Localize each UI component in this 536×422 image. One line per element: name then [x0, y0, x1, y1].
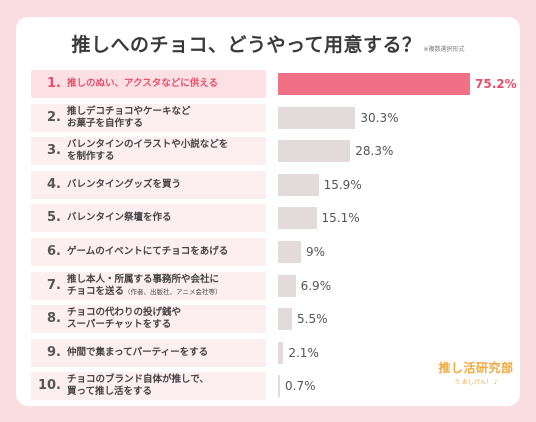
category-label-line: ゲームのイベントにてチョコをあげる	[67, 246, 229, 257]
bar-row: 4. バレンタイングッズを買う 15.9%	[31, 170, 515, 200]
value-label: 75.2%	[475, 77, 517, 91]
value-label: 5.5%	[297, 312, 328, 327]
brand-logo: 推し活研究部 う おしけん！ ♪	[438, 359, 514, 399]
category-label: チョコの代わりの投げ銭や スーパーチャットをする	[67, 305, 265, 333]
category-label: 仲間で集まってパーティーをする	[67, 339, 265, 367]
category-label-box: 4. バレンタイングッズを買う	[31, 170, 266, 199]
bar	[278, 274, 296, 297]
category-label-line: 買って推し活をする	[67, 386, 153, 398]
category-label-line: スーパーチャットをする	[67, 319, 172, 331]
rank-number: 5.	[47, 210, 61, 226]
category-label: チョコのブランド自体が推しで、 買って推し活をする	[67, 372, 265, 400]
bar	[278, 173, 319, 196]
value-label: 6.9%	[300, 278, 332, 293]
category-label-line: チョコのブランド自体が推しで、	[67, 374, 209, 386]
bar	[278, 241, 301, 263]
value-label: 15.9%	[323, 177, 362, 192]
category-label-box: 7. 推し本人・所属する事務所や会社に チョコを送る（作者、出版社、アニメ会社等）	[31, 271, 266, 300]
bar	[278, 106, 356, 129]
bar-row: 5. バレンタイン祭壇を作る 15.1%	[31, 203, 515, 233]
bar-row: 1. 推しのぬい、アクスタなどに供える 75.2%	[31, 69, 517, 99]
category-label-line: バレンタインのイラストや小説などを	[67, 139, 229, 151]
category-label-box: 2. 推しデコチョコやケーキなど お菓子を自作する	[31, 103, 266, 132]
category-label: バレンタイン祭壇を作る	[67, 204, 265, 232]
bar	[278, 207, 317, 230]
value-label: 28.3%	[355, 144, 394, 159]
logo-sub: う おしけん！ ♪	[454, 379, 498, 386]
category-label-box: 1. 推しのぬい、アクスタなどに供える	[31, 70, 266, 98]
category-label-box: 5. バレンタイン祭壇を作る	[31, 204, 266, 233]
category-label-line: お菓子を自作する	[67, 117, 144, 129]
bar-row: 9. 仲間で集まってパーティーをする 2.1%	[31, 338, 515, 368]
value-label: 9%	[305, 245, 326, 259]
category-label-box: 6. ゲームのイベントにてチョコをあげる	[31, 238, 266, 266]
bar-row: 2. 推しデコチョコやケーキなど お菓子を自作する 30.3%	[31, 103, 515, 133]
category-label-line: を制作する	[67, 151, 115, 163]
title-note: ※複数選択形式	[423, 46, 465, 53]
bar	[278, 73, 470, 95]
rank-number: 7.	[47, 277, 61, 293]
category-label: 推し本人・所属する事務所や会社に チョコを送る（作者、出版社、アニメ会社等）	[67, 272, 265, 300]
rank-number: 4.	[47, 176, 61, 192]
bar-row: 10. チョコのブランド自体が推しで、 買って推し活をする 0.7%	[31, 371, 515, 401]
category-label-note: （作者、出版社、アニメ会社等）	[124, 287, 222, 296]
logo-main: 推し活研究部	[438, 361, 514, 375]
category-label: バレンタインのイラストや小説などを を制作する	[67, 137, 265, 165]
category-label-line: 推しのぬい、アクスタなどに供える	[67, 78, 218, 89]
title-text: 推しへのチョコ、どうやって用意する？	[71, 34, 422, 56]
rank-number: 3.	[47, 143, 61, 159]
bar	[278, 308, 293, 331]
category-label-line: 仲間で集まってパーティーをする	[67, 346, 209, 358]
category-label-line: バレンタイングッズを買う	[67, 178, 182, 190]
category-label-line: チョコの代わりの投げ銭や	[67, 307, 182, 319]
rank-number: 6.	[47, 244, 61, 259]
chart-card: 推しへのチョコ、どうやって用意する？ ※複数選択形式 1. 推しのぬい、アクスタなど…	[16, 17, 520, 406]
bar	[278, 375, 280, 398]
rank-number: 10.	[37, 378, 61, 394]
category-label-box: 9. 仲間で集まってパーティーをする	[31, 338, 266, 367]
value-label: 15.1%	[321, 211, 360, 226]
category-label-box: 8. チョコの代わりの投げ銭や スーパーチャットをする	[31, 305, 266, 334]
category-label-line: チョコを送る（作者、出版社、アニメ会社等）	[67, 285, 222, 297]
category-label-line: バレンタイン祭壇を作る	[67, 212, 172, 224]
category-label: 推しデコチョコやケーキなど お菓子を自作する	[67, 104, 265, 132]
rank-number: 2.	[47, 109, 61, 125]
value-label: 0.7%	[285, 379, 316, 394]
category-label: 推しのぬい、アクスタなどに供える	[67, 70, 265, 98]
bar	[278, 140, 351, 163]
category-label: ゲームのイベントにてチョコをあげる	[67, 238, 265, 266]
bar-row: 3. バレンタインのイラストや小説などを を制作する 28.3%	[31, 136, 515, 166]
chart-title: 推しへのチョコ、どうやって用意する？ ※複数選択形式	[16, 30, 520, 57]
bar-row: 8. チョコの代わりの投げ銭や スーパーチャットをする 5.5%	[31, 304, 515, 334]
bar-row: 7. 推し本人・所属する事務所や会社に チョコを送る（作者、出版社、アニメ会社等） 6…	[31, 271, 515, 301]
value-label: 2.1%	[288, 345, 319, 360]
bar	[278, 341, 284, 364]
bar-row: 6. ゲームのイベントにてチョコをあげる 9%	[31, 237, 515, 267]
rank-number: 9.	[47, 344, 61, 360]
category-label: バレンタイングッズを買う	[67, 171, 265, 199]
category-label-box: 3. バレンタインのイラストや小説などを を制作する	[31, 137, 266, 166]
category-label-line: 推し本人・所属する事務所や会社に	[67, 273, 220, 285]
rank-number: 1.	[47, 76, 61, 91]
rank-number: 8.	[47, 311, 61, 327]
category-label-box: 10. チョコのブランド自体が推しで、 買って推し活をする	[31, 372, 266, 401]
category-label-line: 推しデコチョコやケーキなど	[67, 105, 191, 117]
value-label: 30.3%	[360, 110, 399, 125]
